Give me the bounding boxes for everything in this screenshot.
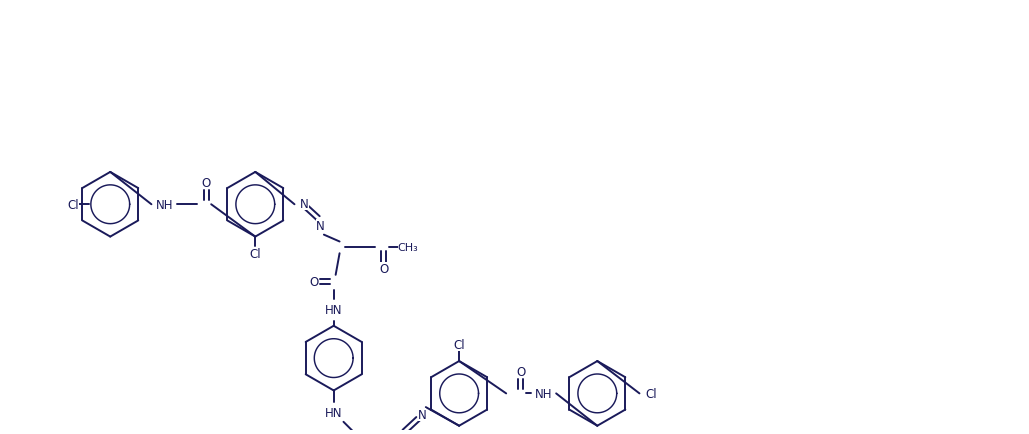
Text: N: N [316,220,324,233]
Text: O: O [517,365,526,378]
Text: N: N [299,197,309,210]
Text: NH: NH [535,387,553,400]
Text: Cl: Cl [645,387,658,400]
Text: Cl: Cl [67,198,79,211]
Text: Cl: Cl [249,247,261,260]
Text: HN: HN [325,303,343,316]
Text: CH₃: CH₃ [398,243,419,253]
Text: O: O [310,276,319,289]
Text: N: N [418,408,426,421]
Text: NH: NH [155,198,173,211]
Text: Cl: Cl [454,338,465,351]
Text: O: O [202,177,211,190]
Text: N: N [398,432,406,434]
Text: O: O [379,263,388,276]
Text: HN: HN [325,406,343,418]
